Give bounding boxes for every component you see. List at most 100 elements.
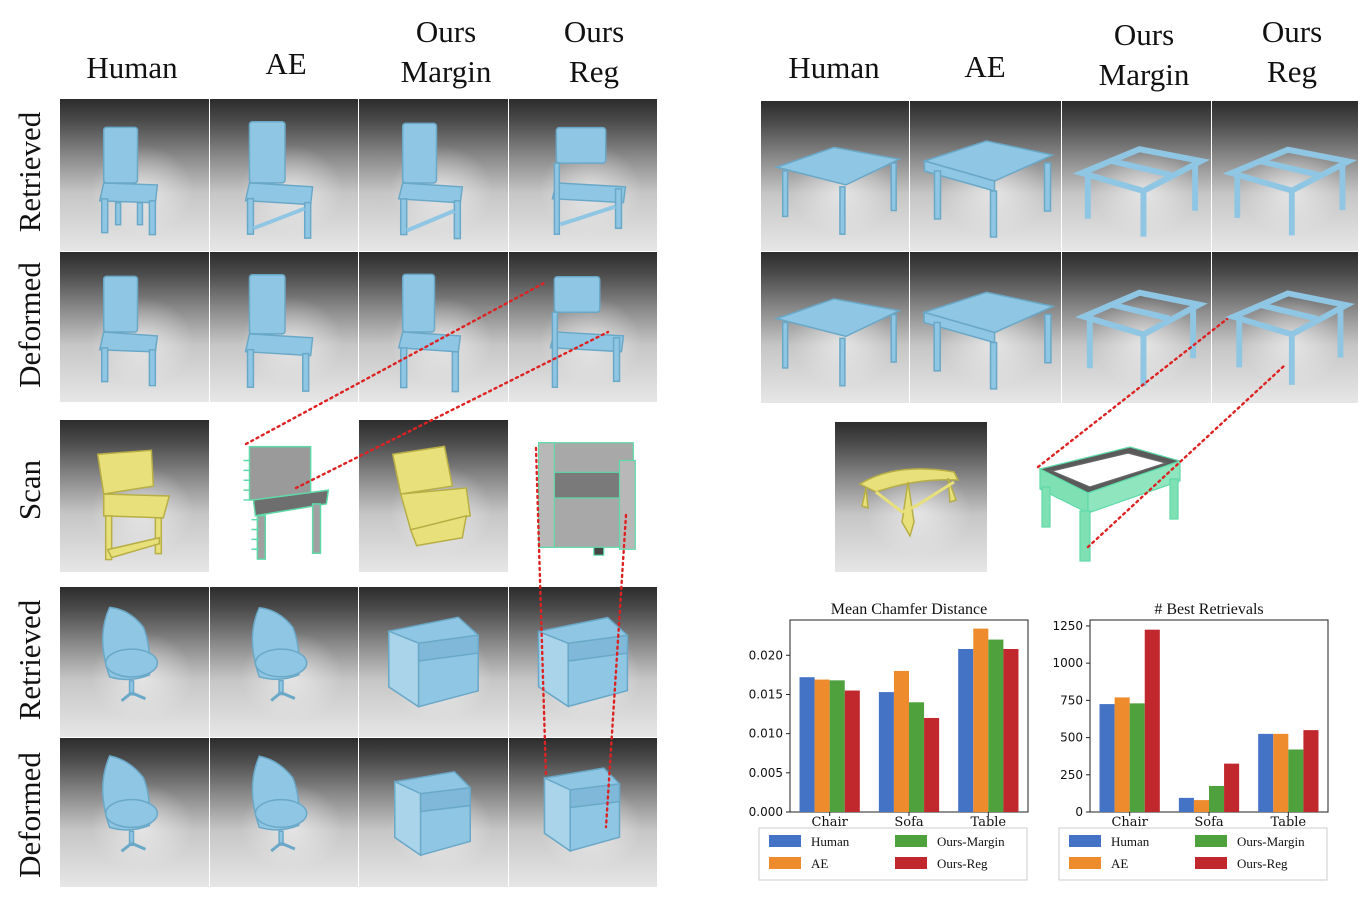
table-deformed-ours-reg-image <box>1212 252 1358 403</box>
chart-mean-chamfer-distance: Mean Chamfer Distance 0.000 0.005 0.010 0.01… <box>735 596 1035 886</box>
table-deformed-ae-image <box>910 252 1061 403</box>
sofa-deformed-ours-margin-image <box>359 738 508 887</box>
bar-ours-margin-chair <box>829 680 845 812</box>
right-header-ours-reg: Ours Reg <box>1261 14 1323 89</box>
chair-scan-ours-margin-image <box>359 420 508 572</box>
chart-title: # Best Retrievals <box>1154 601 1263 618</box>
bar-human-chair <box>799 677 815 812</box>
legend-label: Ours-Reg <box>1237 856 1288 871</box>
legend-label: Ours-Margin <box>937 834 1005 849</box>
row-label-deformed-sofa: Deformed <box>12 752 47 878</box>
sofa-retrieved-ae-image <box>210 587 358 737</box>
left-header-human: Human <box>86 50 178 85</box>
bar-ae-chair <box>1114 697 1130 812</box>
y-tick-label: 0.000 <box>749 805 783 819</box>
sofa-deformed-human-image <box>60 738 209 887</box>
row-label-scan: Scan <box>12 459 47 521</box>
table-retrieved-ours-margin-image <box>1062 101 1211 251</box>
x-tick-label: Sofa <box>1194 815 1224 830</box>
chart-svg: # Best Retrievals 0 250 500 750 1000 1250 Chair… <box>1052 601 1329 881</box>
right-header-ae: AE <box>964 49 1006 84</box>
x-tick-label: Chair <box>811 815 848 830</box>
bar-human-sofa <box>878 692 894 812</box>
left-header-ours-reg: Ours Reg <box>563 14 625 89</box>
y-tick-label: 1250 <box>1052 619 1083 633</box>
sofa-retrieved-human-image <box>60 587 209 737</box>
bar-ae-chair <box>814 679 830 812</box>
legend-swatch-ours-margin <box>895 835 927 847</box>
chair-deformed-human-image <box>60 252 209 402</box>
legend-swatch-ours-reg <box>895 857 927 869</box>
x-tick-label: Table <box>971 815 1007 830</box>
bar-ours-margin-sofa <box>909 702 925 812</box>
chair-deformed-ours-margin-image <box>359 252 508 402</box>
table-scan-image <box>835 422 987 572</box>
legend-swatch-ours-reg <box>1195 857 1227 869</box>
x-tick-label: Table <box>1271 815 1307 830</box>
bar-ours-reg-chair <box>1144 629 1160 812</box>
chair-scan-ours-reg-image <box>509 420 657 572</box>
bar-ae-table <box>973 628 989 812</box>
bar-ours-reg-chair <box>844 690 860 812</box>
row-label-retrieved-chair: Retrieved <box>12 111 47 233</box>
chair-retrieved-ours-margin-image <box>359 99 508 251</box>
sofa-retrieved-ours-reg-image <box>509 587 657 737</box>
legend-swatch-ae <box>769 857 801 869</box>
chair-retrieved-human-image <box>60 99 209 251</box>
bar-ours-margin-table <box>988 639 1004 812</box>
chair-shape <box>98 126 159 236</box>
chart-title: Mean Chamfer Distance <box>831 601 987 618</box>
chair-scan-image <box>60 420 209 572</box>
legend-swatch-human <box>769 835 801 847</box>
legend-label: AE <box>1111 856 1128 871</box>
legend-label: Ours-Margin <box>1237 834 1305 849</box>
legend-box <box>758 827 1028 881</box>
chair-retrieved-ours-reg-image <box>509 99 657 251</box>
table-retrieved-human-image <box>761 101 909 251</box>
legend-label: Human <box>1111 834 1150 849</box>
bar-human-table <box>958 648 974 812</box>
bar-ours-margin-table <box>1288 749 1304 812</box>
bar-ours-reg-table <box>1303 730 1319 812</box>
row-label-deformed-chair: Deformed <box>12 262 47 388</box>
legend-label: AE <box>811 856 828 871</box>
bar-human-table <box>1258 733 1274 812</box>
chart-best-retrievals: # Best Retrievals 0 250 500 750 1000 1250 Chair… <box>1035 596 1335 886</box>
bar-ae-sofa <box>893 670 909 812</box>
legend-swatch-human <box>1069 835 1101 847</box>
y-tick-label: 750 <box>1060 693 1083 707</box>
y-tick-label: 500 <box>1060 731 1083 745</box>
bar-ours-margin-chair <box>1129 703 1145 812</box>
right-header-ours-margin: Ours Margin <box>1098 17 1190 92</box>
legend-box <box>1058 827 1328 881</box>
chair-deformed-ours-reg-image <box>509 252 657 402</box>
left-header-ours-margin: Ours Margin <box>400 14 492 89</box>
table-deformed-ours-margin-image <box>1062 252 1211 403</box>
table-scan-ours-image <box>1030 435 1190 570</box>
legend-swatch-ae <box>1069 857 1101 869</box>
bar-ae-sofa <box>1193 800 1209 812</box>
chair-retrieved-ae-image <box>210 99 358 251</box>
bar-ours-reg-sofa <box>924 717 940 812</box>
table-retrieved-ae-image <box>910 101 1061 251</box>
chart-svg: Mean Chamfer Distance 0.000 0.005 0.010 0.01… <box>749 601 1029 881</box>
left-header-ae: AE <box>265 46 307 81</box>
table-deformed-human-image <box>761 252 909 403</box>
bar-ae-table <box>1273 733 1289 812</box>
y-tick-label: 250 <box>1060 768 1083 782</box>
bar-human-chair <box>1099 704 1115 812</box>
y-tick-label: 0 <box>1075 805 1083 819</box>
bar-ours-reg-table <box>1003 648 1019 812</box>
y-tick-label: 0.010 <box>749 727 783 741</box>
bar-ours-margin-sofa <box>1209 785 1225 812</box>
legend-label: Ours-Reg <box>937 856 988 871</box>
chair-scan-ae-image <box>210 420 358 572</box>
y-tick-label: 0.005 <box>749 766 783 780</box>
x-tick-label: Chair <box>1111 815 1148 830</box>
right-header-human: Human <box>788 50 880 85</box>
bar-ours-reg-sofa <box>1224 763 1240 812</box>
row-label-retrieved-sofa: Retrieved <box>12 599 47 721</box>
sofa-deformed-ours-reg-image <box>509 738 657 887</box>
legend-swatch-ours-margin <box>1195 835 1227 847</box>
x-tick-label: Sofa <box>894 815 924 830</box>
